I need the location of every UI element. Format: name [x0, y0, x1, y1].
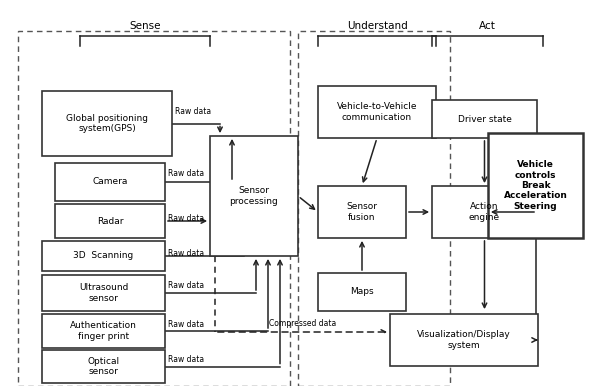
Text: Raw data: Raw data: [168, 281, 204, 290]
Text: Compressed data: Compressed data: [269, 319, 336, 328]
FancyBboxPatch shape: [318, 186, 406, 238]
FancyBboxPatch shape: [42, 275, 165, 311]
Text: Raw data: Raw data: [168, 355, 204, 364]
FancyBboxPatch shape: [390, 314, 538, 366]
FancyBboxPatch shape: [42, 314, 165, 348]
Text: Action
engine: Action engine: [469, 202, 500, 222]
FancyBboxPatch shape: [318, 273, 406, 311]
Text: Global positioning
system(GPS): Global positioning system(GPS): [66, 114, 148, 133]
Text: Maps: Maps: [350, 288, 374, 296]
FancyBboxPatch shape: [432, 100, 537, 138]
Text: Radar: Radar: [97, 217, 123, 225]
Text: Act: Act: [479, 21, 495, 31]
Text: Vehicle
controls
Break
Acceleration
Steering: Vehicle controls Break Acceleration Stee…: [503, 160, 568, 211]
Text: Raw data: Raw data: [168, 320, 204, 329]
Text: Visualization/Display
system: Visualization/Display system: [417, 330, 511, 350]
Text: Sense: Sense: [129, 21, 161, 31]
FancyBboxPatch shape: [42, 91, 172, 156]
FancyBboxPatch shape: [210, 136, 298, 256]
Text: 3D  Scanning: 3D Scanning: [74, 252, 133, 261]
Text: Raw data: Raw data: [175, 107, 211, 116]
FancyBboxPatch shape: [55, 163, 165, 201]
FancyBboxPatch shape: [432, 186, 537, 238]
Text: Driver state: Driver state: [458, 115, 511, 124]
FancyBboxPatch shape: [55, 204, 165, 238]
Text: Vehicle-to-Vehicle
communication: Vehicle-to-Vehicle communication: [337, 102, 417, 122]
FancyBboxPatch shape: [42, 350, 165, 383]
Text: Camera: Camera: [93, 178, 127, 186]
Text: Raw data: Raw data: [168, 169, 204, 178]
FancyBboxPatch shape: [42, 241, 165, 271]
Text: Ultrasound
sensor: Ultrasound sensor: [79, 283, 128, 303]
Text: Optical
sensor: Optical sensor: [87, 357, 120, 376]
Text: Authentication
finger print: Authentication finger print: [70, 321, 137, 341]
Text: Raw data: Raw data: [168, 214, 204, 223]
Text: Understand: Understand: [347, 21, 407, 31]
FancyBboxPatch shape: [488, 133, 583, 238]
FancyBboxPatch shape: [318, 86, 436, 138]
Text: Sensor
fusion: Sensor fusion: [346, 202, 378, 222]
Text: Raw data: Raw data: [168, 249, 204, 258]
Text: Sensor
processing: Sensor processing: [229, 186, 278, 206]
